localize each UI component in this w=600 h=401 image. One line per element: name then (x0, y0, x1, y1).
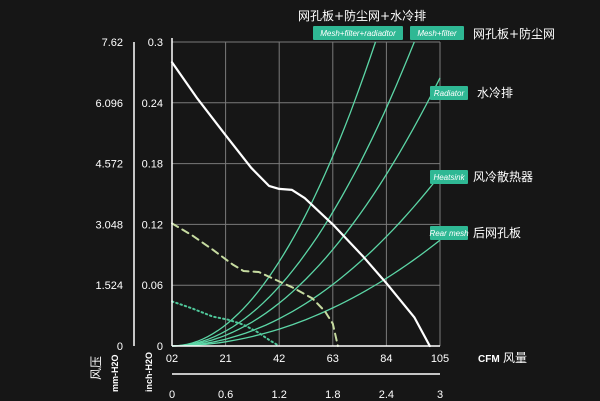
cfm-tick-label: 105 (431, 353, 449, 365)
secondary-x-tick-label: 3 (437, 389, 443, 401)
inch-h2o-unit-label: inch-H2O (144, 352, 154, 392)
mm-h2o-tick-label: 3.048 (95, 219, 123, 231)
curve-badge (430, 86, 468, 100)
mm-h2o-tick-label: 4.572 (95, 159, 123, 171)
secondary-x-tick-label: 2.4 (379, 389, 394, 401)
system-resistance-curves (171, 41, 441, 347)
inch-h2o-tick-labels: 0 0.06 0.12 0.18 0.24 0.3 (142, 37, 163, 353)
cfm-tick-label: 21 (219, 353, 231, 365)
inch-h2o-tick-label: 0.18 (142, 159, 163, 171)
secondary-x-tick-label: 0 (169, 389, 175, 401)
x-unit-label: CFM (478, 354, 500, 365)
cfm-tick-label: 02 (166, 353, 178, 365)
mm-h2o-unit-label: mm-H2O (110, 354, 120, 392)
grid (172, 41, 441, 346)
system-resistance-curve (171, 41, 377, 347)
inch-h2o-tick-label: 0.12 (142, 219, 163, 231)
mm-h2o-tick-label: 0 (117, 341, 123, 353)
curve-badge-label: Radiator (434, 89, 465, 98)
system-resistance-curve (171, 174, 441, 347)
curve-badge (313, 26, 403, 40)
mm-h2o-tick-label: 6.096 (95, 98, 123, 110)
cfm-tick-labels: 02 21 42 63 84 105 (166, 353, 449, 365)
y-axis-label: 风压 (89, 356, 103, 380)
system-resistance-curve (171, 77, 441, 347)
axes (133, 38, 440, 375)
inch-h2o-tick-label: 0.06 (142, 280, 163, 292)
inch-h2o-tick-label: 0.3 (148, 37, 163, 49)
curve-badges: Mesh+filter+radiadtor Mesh+filter Radiator… (313, 26, 469, 240)
cfm-tick-label: 63 (327, 353, 339, 365)
cfm-tick-label: 84 (380, 353, 392, 365)
system-resistance-curve (171, 239, 441, 347)
curve-badge (430, 226, 468, 240)
curve-annotation-label: 水冷排 (477, 86, 513, 100)
mm-h2o-tick-labels: 0 1.524 3.048 4.572 6.096 7.62 (95, 37, 123, 353)
curve-badge-label: Mesh+filter+radiadtor (320, 29, 396, 38)
top-annotation-label: 网孔板+防尘网+水冷排 (298, 8, 426, 23)
fan-pq-curves (170, 61, 431, 348)
x-axis-label: 风量 (503, 351, 527, 365)
curve-badge-label: Heatsink (433, 173, 465, 182)
fan-curve-dashed (171, 222, 339, 347)
secondary-x-tick-label: 0.6 (218, 389, 233, 401)
cfm-tick-label: 42 (273, 353, 285, 365)
fan-curve-solid (170, 61, 431, 348)
secondary-x-tick-label: 1.8 (325, 389, 340, 401)
curve-badge-label: Rear mesh (429, 229, 469, 238)
curve-badge-label: Mesh+filter (417, 29, 457, 38)
inch-h2o-tick-label: 0 (157, 341, 163, 353)
curve-annotation-label: 网孔板+防尘网 (473, 26, 555, 41)
curve-annotation-label: 后网孔板 (473, 226, 521, 240)
system-resistance-curve (171, 41, 415, 347)
secondary-x-tick-label: 1.2 (272, 389, 287, 401)
mm-h2o-tick-label: 7.62 (102, 37, 123, 49)
curve-annotation-label: 风冷散热器 (473, 169, 533, 184)
mm-h2o-tick-label: 1.524 (95, 280, 123, 292)
inch-h2o-tick-label: 0.24 (142, 98, 163, 110)
curve-badge (410, 26, 464, 40)
fan-curve-dotted (171, 300, 281, 347)
secondary-x-tick-labels: 0 0.6 1.2 1.8 2.4 3 (169, 389, 443, 401)
curve-badge (430, 170, 468, 184)
